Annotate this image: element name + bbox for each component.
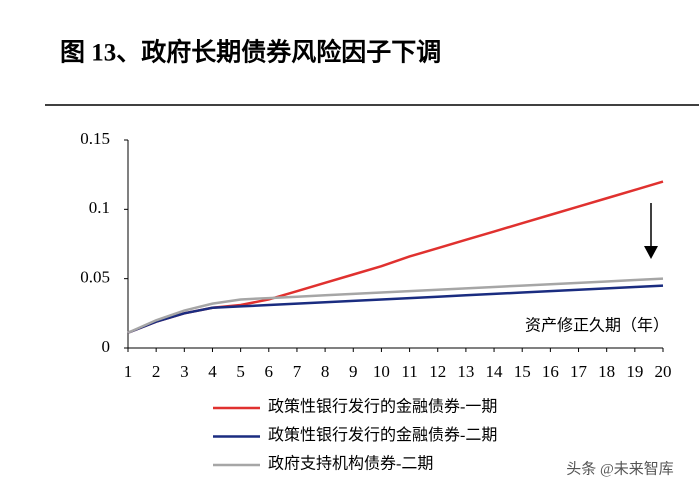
x-annotation: 资产修正久期（年） [525,317,669,335]
x-tick-label: 12 [429,362,446,381]
x-tick-label: 10 [373,362,390,381]
x-tick-label: 16 [542,362,559,381]
y-tick-label: 0 [102,337,111,356]
x-tick-label: 6 [265,362,274,381]
x-tick-label: 5 [236,362,245,381]
x-tick-label: 9 [349,362,358,381]
series-line [127,277,664,334]
y-tick-label: 0.05 [80,268,110,287]
x-tick-label: 13 [457,362,474,381]
series-line [127,284,664,334]
x-tick-label: 15 [514,362,531,381]
x-tick-label: 18 [598,362,615,381]
x-tick-label: 1 [124,362,133,381]
legend-label: 政策性银行发行的金融债券-一期 [268,398,497,416]
x-tick-label: 2 [152,362,161,381]
y-tick-label: 0.1 [89,198,110,217]
x-tick-label: 19 [626,362,643,381]
x-tick-label: 14 [486,362,504,381]
arrow [644,203,658,259]
legend-label: 政策性银行发行的金融债券-二期 [268,426,497,444]
series-line [127,180,664,334]
x-tick-label: 8 [321,362,330,381]
x-tick-label: 4 [208,362,217,381]
y-tick-label: 0.15 [80,129,110,148]
x-tick-label: 17 [570,362,588,381]
x-tick-label: 11 [401,362,417,381]
watermark: 头条 @未来智库 [566,459,674,477]
x-tick-label: 20 [655,362,672,381]
chart-title: 图 13、政府长期债券风险因子下调 [60,38,441,67]
x-tick-label: 7 [293,362,302,381]
x-tick-label: 3 [180,362,189,381]
legend-label: 政府支持机构债券-二期 [268,455,433,473]
